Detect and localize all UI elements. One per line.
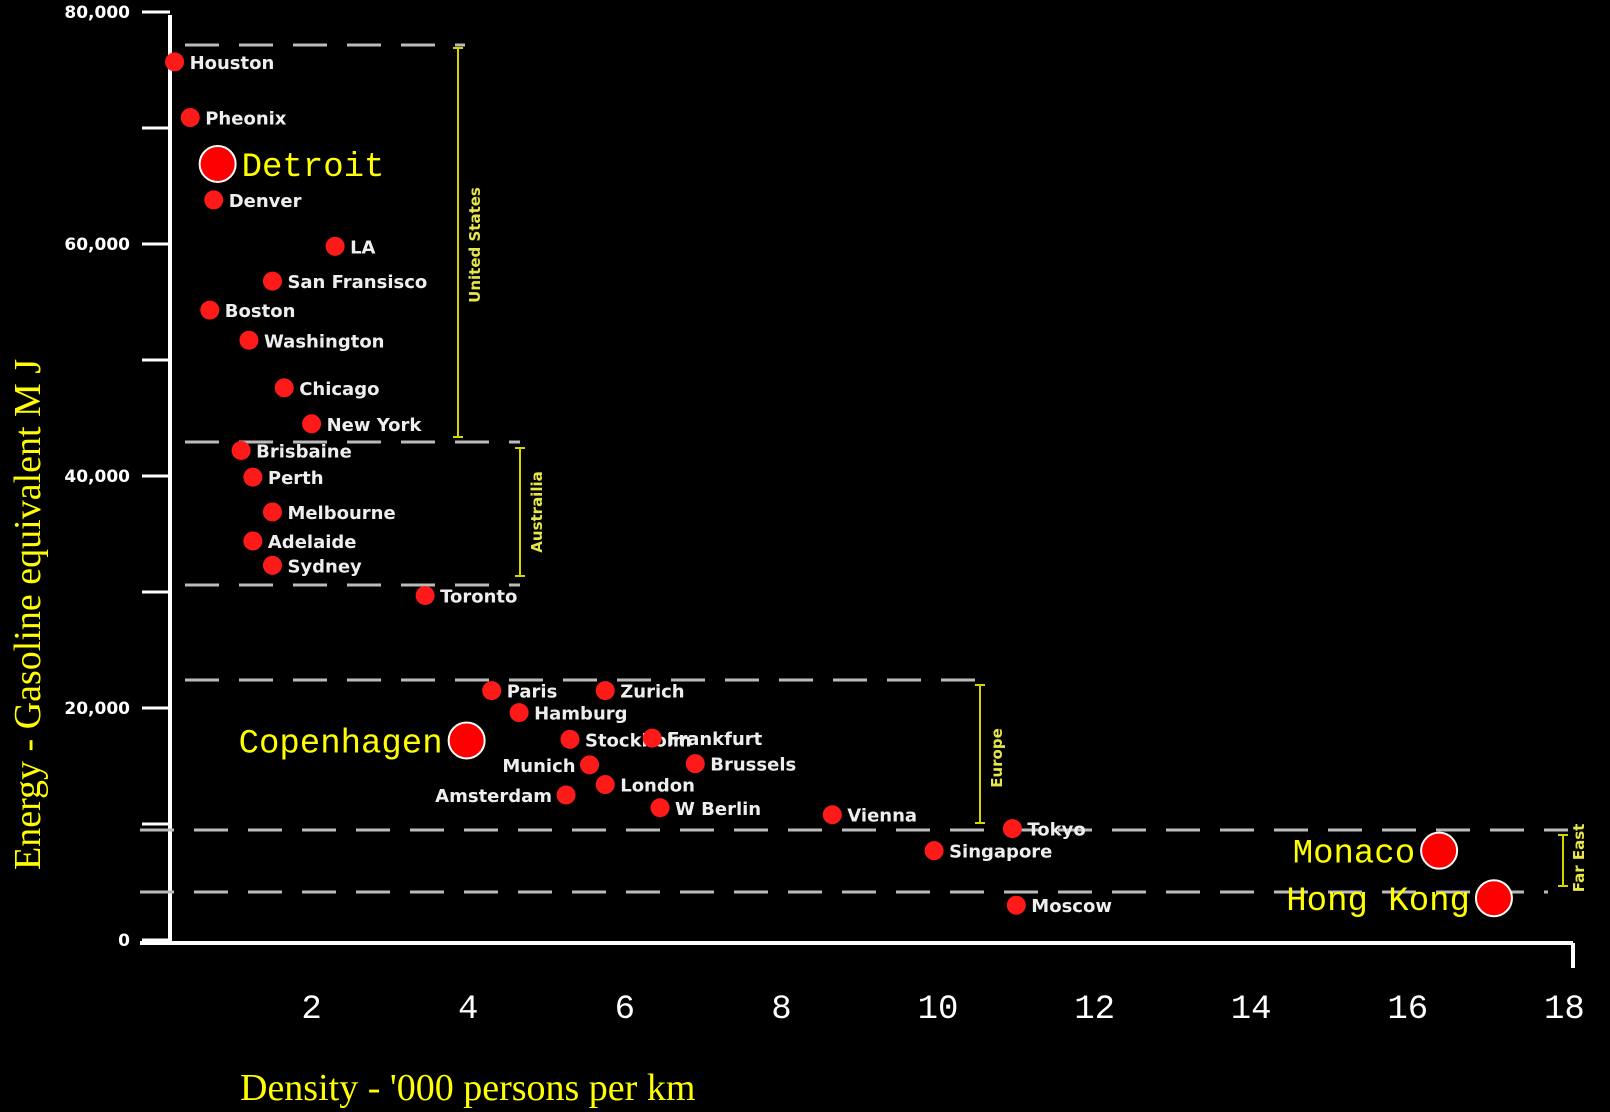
point-monaco <box>1420 831 1459 870</box>
point-munich <box>580 755 600 775</box>
point-label-moscow: Moscow <box>1031 896 1112 917</box>
point-amsterdam <box>556 785 576 805</box>
point-boston <box>200 300 220 320</box>
point-w-berlin <box>650 798 670 818</box>
point-hong-kong <box>1474 879 1513 918</box>
point-label-brisbaine: Brisbaine <box>256 441 352 462</box>
x-tick-label: 6 <box>615 991 635 1029</box>
y-tick-label: 20,000 <box>64 699 130 719</box>
point-brussels <box>685 754 705 774</box>
x-tick-label: 2 <box>301 991 321 1029</box>
data-points: Houston Pheonix Detroit Denver LA San Fransis… <box>165 52 1513 921</box>
point-san-fransisco <box>262 271 282 291</box>
point-melbourne <box>262 502 282 522</box>
point-washington <box>239 330 259 350</box>
point-label-hong-kong: Hong Kong <box>1286 883 1470 921</box>
point-copenhagen <box>447 721 486 760</box>
point-stockholm <box>560 729 580 749</box>
point-pheonix <box>180 108 200 128</box>
x-tick-label: 16 <box>1387 991 1428 1029</box>
point-frankfurt <box>642 728 662 748</box>
point-houston <box>165 52 185 72</box>
point-tokyo <box>1002 819 1022 839</box>
y-tick-label: 60,000 <box>64 235 130 255</box>
point-zurich <box>595 681 615 701</box>
y-tick-label: 80,000 <box>64 3 130 23</box>
point-label-zurich: Zurich <box>620 682 684 703</box>
y-tick-label: 0 <box>118 931 130 951</box>
point-label-san-fransisco: San Fransisco <box>287 272 427 293</box>
x-tick-label: 18 <box>1544 991 1585 1029</box>
point-label-sydney: Sydney <box>287 556 362 577</box>
point-sydney <box>262 555 282 575</box>
point-paris <box>482 681 502 701</box>
x-tick-label: 14 <box>1231 991 1272 1029</box>
x-tick-label: 10 <box>918 991 959 1029</box>
point-hamburg <box>509 703 529 723</box>
y-tick-label: 40,000 <box>64 467 130 487</box>
point-label-detroit: Detroit <box>242 149 385 187</box>
point-brisbaine <box>231 440 251 460</box>
x-axis-title: Density - '000 persons per km <box>240 1067 695 1109</box>
point-chicago <box>274 378 294 398</box>
point-denver <box>204 190 224 210</box>
point-label-pheonix: Pheonix <box>205 109 287 130</box>
point-label-brussels: Brussels <box>710 755 796 776</box>
x-tick-label: 8 <box>771 991 791 1029</box>
point-label-singapore: Singapore <box>949 842 1052 863</box>
point-label-washington: Washington <box>264 331 385 352</box>
point-label-perth: Perth <box>268 468 324 489</box>
point-label-adelaide: Adelaide <box>268 532 357 553</box>
point-label-tokyo: Tokyo <box>1027 820 1085 841</box>
point-moscow <box>1006 895 1026 915</box>
point-label-denver: Denver <box>229 191 302 212</box>
point-label-monaco: Monaco <box>1293 836 1415 874</box>
region-label-united-states: United States <box>466 187 484 303</box>
chart-axes: 0 20,000 40,000 60,000 80,000 2 4 6 8 10 12 14 16 18 D… <box>7 3 1585 1109</box>
region-guides: United States Austrailia Europe Far East <box>140 43 1588 894</box>
point-perth <box>243 467 263 487</box>
point-label-stockholm: Stockholm <box>585 730 692 751</box>
point-label-copenhagen: Copenhagen <box>239 725 443 763</box>
point-label-frankfurt: Frankfurt <box>667 729 762 750</box>
x-tick-label: 12 <box>1074 991 1115 1029</box>
region-label-europe: Europe <box>988 728 1006 788</box>
point-label-munich: Munich <box>502 756 575 777</box>
point-label-melbourne: Melbourne <box>287 503 395 524</box>
point-new-york <box>302 414 322 434</box>
region-label-australia: Austrailia <box>528 471 546 552</box>
point-label-new-york: New York <box>327 415 423 436</box>
point-label-vienna: Vienna <box>847 806 917 827</box>
point-label-la: LA <box>350 237 375 258</box>
x-tick-label: 4 <box>458 991 478 1029</box>
point-label-paris: Paris <box>507 682 558 703</box>
point-label-amsterdam: Amsterdam <box>435 786 552 807</box>
point-label-houston: Houston <box>190 53 275 74</box>
point-label-hamburg: Hamburg <box>534 704 627 725</box>
point-la <box>325 236 345 256</box>
point-vienna <box>822 805 842 825</box>
point-singapore <box>924 841 944 861</box>
point-adelaide <box>243 531 263 551</box>
y-axis-title: Energy - Gasoline equivalent M J <box>7 359 49 870</box>
point-label-chicago: Chicago <box>299 379 379 400</box>
point-detroit <box>198 144 237 183</box>
point-label-boston: Boston <box>225 301 296 322</box>
point-toronto <box>415 585 435 605</box>
point-label-toronto: Toronto <box>440 586 517 607</box>
point-label-london: London <box>620 776 695 797</box>
region-label-far-east: Far East <box>1570 824 1588 893</box>
point-label-w-berlin: W Berlin <box>675 799 761 820</box>
point-london <box>595 775 615 795</box>
